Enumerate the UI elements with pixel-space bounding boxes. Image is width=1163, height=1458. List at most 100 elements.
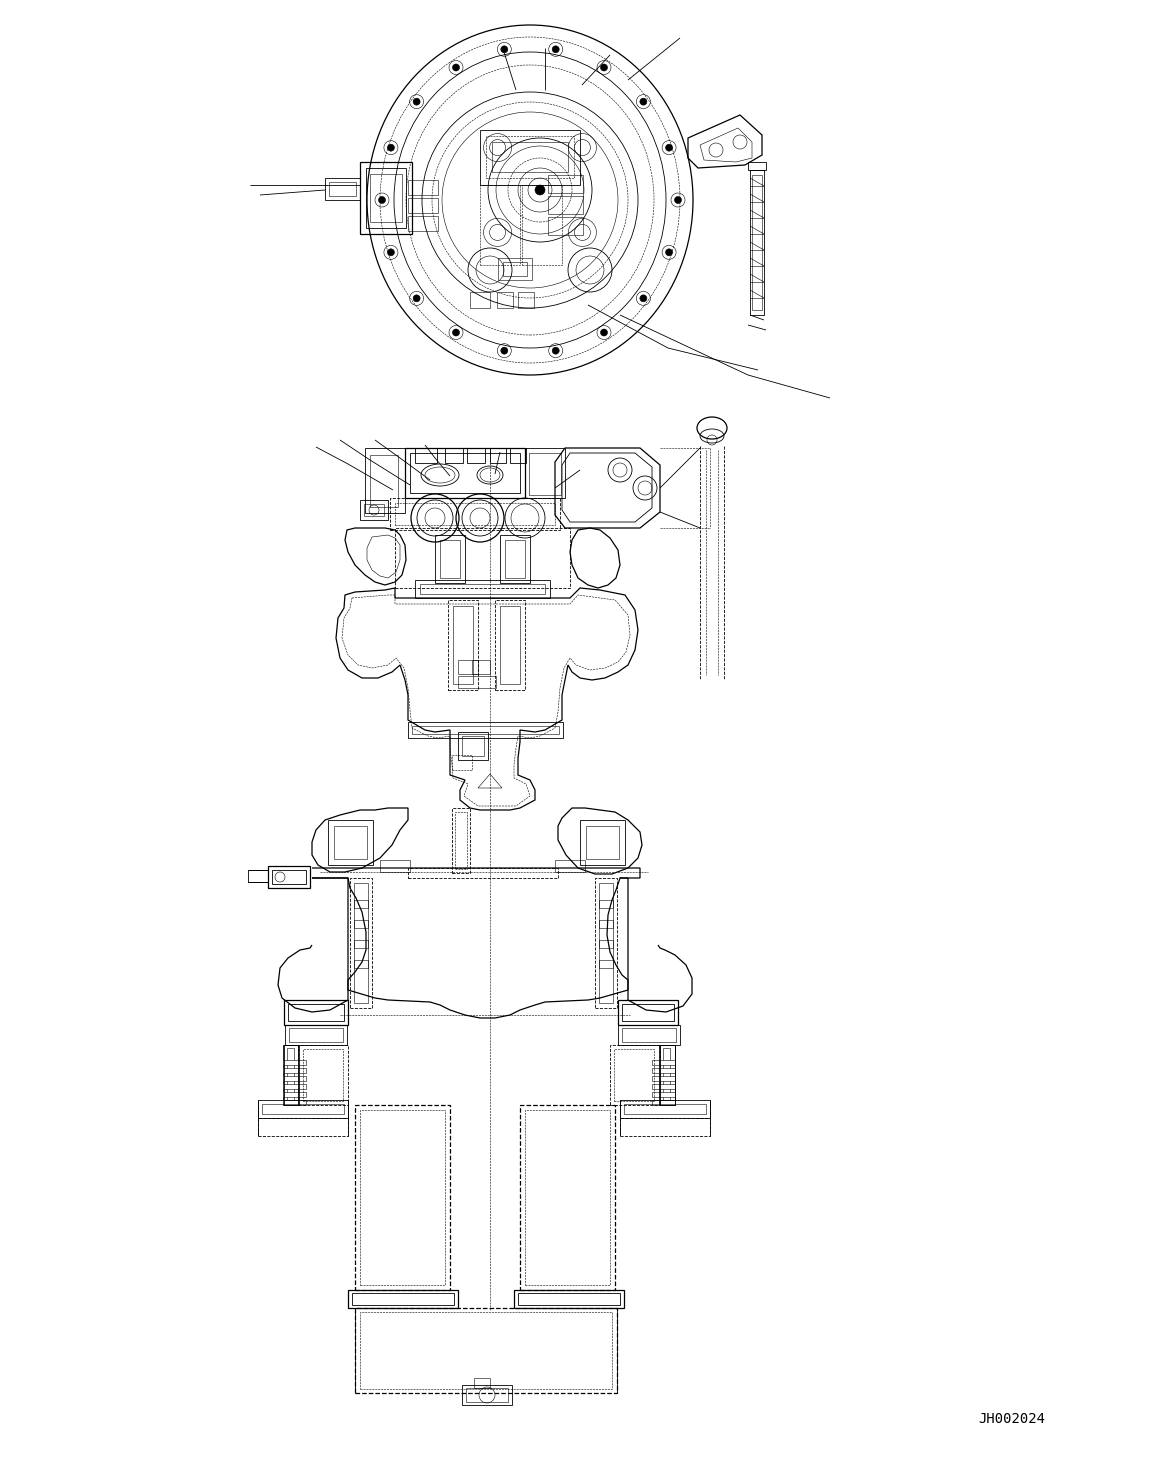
- Circle shape: [413, 295, 420, 302]
- Bar: [498, 258, 531, 280]
- Bar: [262, 1104, 344, 1114]
- Bar: [522, 185, 562, 265]
- Bar: [354, 940, 368, 948]
- Bar: [329, 182, 356, 195]
- Bar: [348, 1290, 458, 1308]
- Circle shape: [640, 295, 647, 302]
- Bar: [490, 448, 506, 464]
- Bar: [283, 1092, 298, 1096]
- Bar: [361, 1110, 445, 1284]
- Bar: [283, 1069, 298, 1073]
- Bar: [415, 580, 550, 598]
- Bar: [511, 448, 526, 464]
- Bar: [298, 1076, 306, 1080]
- Bar: [525, 1110, 611, 1284]
- Bar: [283, 1083, 298, 1089]
- Bar: [411, 453, 520, 493]
- Bar: [298, 1045, 348, 1105]
- Bar: [458, 677, 495, 688]
- Bar: [462, 1385, 512, 1406]
- Bar: [500, 535, 530, 583]
- Bar: [652, 1060, 659, 1064]
- Bar: [361, 162, 412, 233]
- Bar: [505, 539, 525, 577]
- Bar: [468, 448, 485, 464]
- Circle shape: [600, 330, 607, 335]
- Bar: [497, 292, 513, 308]
- Bar: [622, 1005, 675, 1021]
- Bar: [354, 959, 368, 968]
- Bar: [361, 500, 388, 521]
- Bar: [652, 1099, 659, 1105]
- Bar: [659, 1060, 675, 1064]
- Bar: [518, 1293, 620, 1305]
- Bar: [659, 1045, 675, 1105]
- Bar: [614, 1048, 654, 1101]
- Bar: [328, 819, 373, 865]
- Bar: [620, 1118, 709, 1136]
- Bar: [495, 601, 525, 690]
- Bar: [412, 726, 559, 733]
- Bar: [611, 1045, 659, 1105]
- Bar: [408, 216, 438, 230]
- Bar: [324, 178, 361, 200]
- Circle shape: [452, 64, 459, 71]
- Bar: [284, 1045, 299, 1105]
- Bar: [652, 1069, 659, 1073]
- Bar: [288, 1005, 344, 1021]
- Bar: [475, 1378, 490, 1388]
- Bar: [408, 179, 438, 195]
- Bar: [548, 175, 583, 192]
- Bar: [390, 499, 561, 531]
- Bar: [452, 808, 470, 873]
- Bar: [599, 920, 613, 927]
- Bar: [492, 141, 568, 172]
- Bar: [354, 884, 368, 1003]
- Circle shape: [600, 64, 607, 71]
- Bar: [480, 130, 580, 185]
- Circle shape: [387, 249, 394, 255]
- Bar: [370, 455, 398, 507]
- Bar: [652, 1092, 659, 1096]
- Bar: [752, 175, 762, 311]
- Bar: [514, 1290, 625, 1308]
- Bar: [298, 1069, 306, 1073]
- Bar: [466, 1388, 508, 1403]
- Bar: [267, 866, 311, 888]
- Bar: [448, 601, 478, 690]
- Bar: [529, 453, 561, 496]
- Bar: [595, 878, 618, 1007]
- Bar: [659, 1076, 675, 1080]
- Bar: [272, 870, 306, 884]
- Text: JH002024: JH002024: [978, 1411, 1046, 1426]
- Bar: [298, 1092, 306, 1096]
- Bar: [352, 1293, 454, 1305]
- Bar: [652, 1076, 659, 1080]
- Bar: [599, 940, 613, 948]
- Bar: [445, 448, 463, 464]
- Bar: [454, 607, 473, 684]
- Bar: [366, 168, 406, 227]
- Bar: [258, 1118, 348, 1136]
- Bar: [354, 920, 368, 927]
- Bar: [284, 1000, 348, 1025]
- Bar: [599, 959, 613, 968]
- Bar: [354, 900, 368, 908]
- Circle shape: [387, 144, 394, 152]
- Bar: [548, 217, 583, 235]
- Circle shape: [501, 347, 508, 354]
- Bar: [548, 195, 583, 214]
- Bar: [504, 262, 527, 276]
- Bar: [470, 292, 490, 308]
- Circle shape: [640, 98, 647, 105]
- Bar: [458, 732, 488, 760]
- Bar: [599, 884, 613, 1003]
- Bar: [659, 1045, 675, 1105]
- Bar: [452, 755, 472, 770]
- Bar: [283, 1076, 298, 1080]
- Bar: [408, 722, 563, 738]
- Bar: [500, 607, 520, 684]
- Bar: [458, 660, 478, 674]
- Bar: [750, 171, 764, 315]
- Bar: [748, 162, 766, 171]
